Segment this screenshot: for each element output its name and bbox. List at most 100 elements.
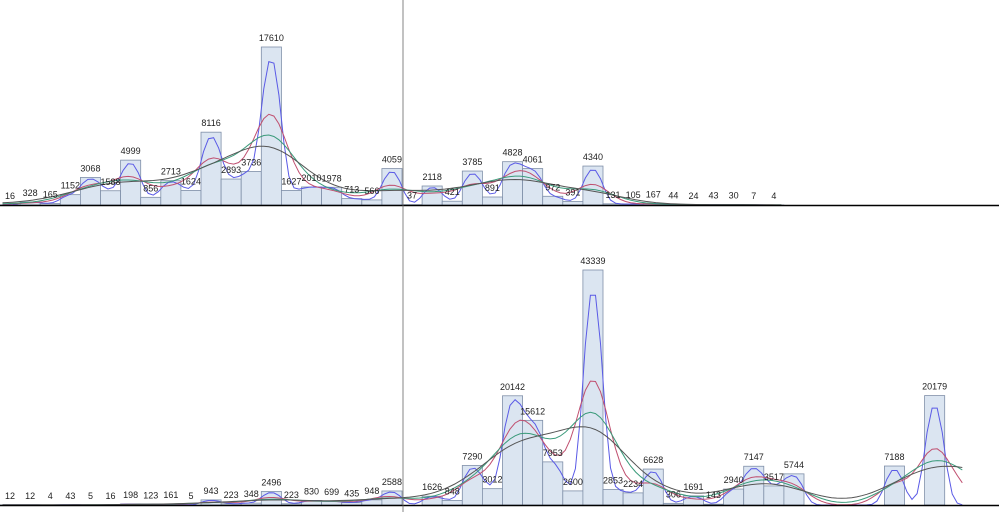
bar [180, 190, 202, 206]
bar-value-label: 8116 [201, 118, 220, 128]
bar-value-label: 3785 [462, 157, 482, 167]
bar-value-label: 2893 [221, 165, 241, 175]
bar-value-label: 2010 [302, 173, 322, 183]
bar [341, 502, 363, 506]
bar-value-label: 4999 [121, 146, 141, 156]
bar-value-label: 2853 [603, 476, 623, 486]
bar-value-label: 4 [48, 491, 53, 501]
bar [140, 196, 162, 206]
bar-value-label: 972 [545, 182, 560, 192]
bar-value-label: 37 [407, 191, 417, 201]
bar-value-label: 306 [666, 489, 681, 499]
bar [100, 190, 122, 206]
bar [522, 168, 544, 206]
bar-value-label: 5 [88, 491, 93, 501]
bar [562, 201, 584, 206]
bar-value-label: 44 [668, 191, 678, 201]
bar [200, 131, 222, 206]
bar [461, 170, 483, 206]
bar [622, 492, 644, 506]
bar-value-label: 2940 [724, 475, 744, 485]
bar-value-label: 5 [188, 491, 193, 501]
bar [502, 161, 524, 206]
bar-value-label: 223 [284, 490, 299, 500]
bar-value-label: 1691 [683, 482, 703, 492]
bar [160, 180, 182, 206]
bar [441, 200, 463, 206]
bar-value-label: 12 [25, 491, 35, 501]
bar-value-label: 3517 [764, 472, 784, 482]
bar-value-label: 7290 [462, 451, 482, 461]
bar-value-label: 435 [344, 489, 359, 499]
bar-value-label: 223 [224, 490, 239, 500]
bar-value-label: 3012 [482, 475, 502, 485]
bar [441, 500, 463, 506]
bar-value-label: 391 [565, 187, 580, 197]
bar-value-label: 20179 [922, 382, 947, 392]
bar-value-label: 2118 [422, 172, 441, 182]
bar [602, 489, 624, 506]
bar-value-label: 16 [106, 491, 116, 501]
smoothing-line-3 [2, 134, 782, 206]
bar-value-label: 2588 [382, 477, 402, 487]
bar-value-label: 131 [606, 190, 621, 200]
smoothing-line-2 [2, 113, 782, 206]
bar-value-label: 143 [706, 490, 721, 500]
bar [361, 199, 383, 206]
bar-value-label: 7 [751, 191, 756, 201]
bar-value-label: 348 [244, 489, 259, 499]
bar-value-label: 566 [364, 186, 379, 196]
bar-value-label: 4059 [382, 155, 402, 165]
bar-value-label: 105 [626, 190, 641, 200]
bar-value-label: 6628 [643, 455, 663, 465]
bar-value-label: 943 [204, 486, 219, 496]
bar-value-label: 4 [771, 191, 776, 201]
bar-value-label: 7953 [543, 448, 563, 458]
bar-value-label: 699 [324, 487, 339, 497]
bar [280, 190, 302, 206]
bar-value-label: 1624 [181, 176, 201, 186]
bar [924, 395, 946, 506]
bar-value-label: 165 [43, 190, 58, 200]
bar-value-label: 2600 [563, 477, 583, 487]
bar-value-label: 17610 [259, 33, 284, 43]
bar-value-label: 30 [729, 191, 739, 201]
bar-value-label: 20142 [500, 382, 525, 392]
bar-value-label: 713 [344, 185, 359, 195]
bar-value-label: 12 [5, 491, 15, 501]
bar [120, 159, 142, 206]
bar [301, 186, 323, 206]
bar-value-label: 1627 [281, 176, 301, 186]
bar-value-label: 198 [123, 490, 138, 500]
bar-value-label: 1152 [61, 181, 80, 191]
bar-value-label: 123 [143, 490, 158, 500]
bar [542, 461, 564, 506]
smoothing-line-4 [2, 145, 782, 206]
bar-value-label: 4828 [503, 148, 523, 158]
bar-value-label: 1978 [322, 173, 342, 183]
bar [582, 269, 604, 506]
bar [481, 488, 503, 506]
smoothing-line-4 [2, 426, 963, 506]
bar-value-label: 948 [364, 486, 379, 496]
bar-value-label: 7188 [884, 452, 904, 462]
bar-value-label: 4061 [523, 155, 543, 165]
bar-value-label: 24 [688, 191, 698, 201]
bar-value-label: 856 [143, 183, 158, 193]
bar [220, 178, 242, 206]
bar-value-label: 2496 [261, 477, 281, 487]
bar [421, 185, 443, 206]
bar [341, 198, 363, 206]
bar-value-label: 2234 [623, 479, 643, 489]
bar [461, 465, 483, 506]
bar-value-label: 830 [304, 486, 319, 496]
bar-value-label: 2713 [161, 167, 181, 177]
bar [240, 171, 262, 206]
bar-value-label: 1626 [422, 482, 442, 492]
bar-value-label: 161 [163, 490, 178, 500]
bar-value-label: 328 [23, 188, 38, 198]
bar-value-label: 7147 [744, 452, 764, 462]
bar-value-label: 3068 [80, 163, 100, 173]
